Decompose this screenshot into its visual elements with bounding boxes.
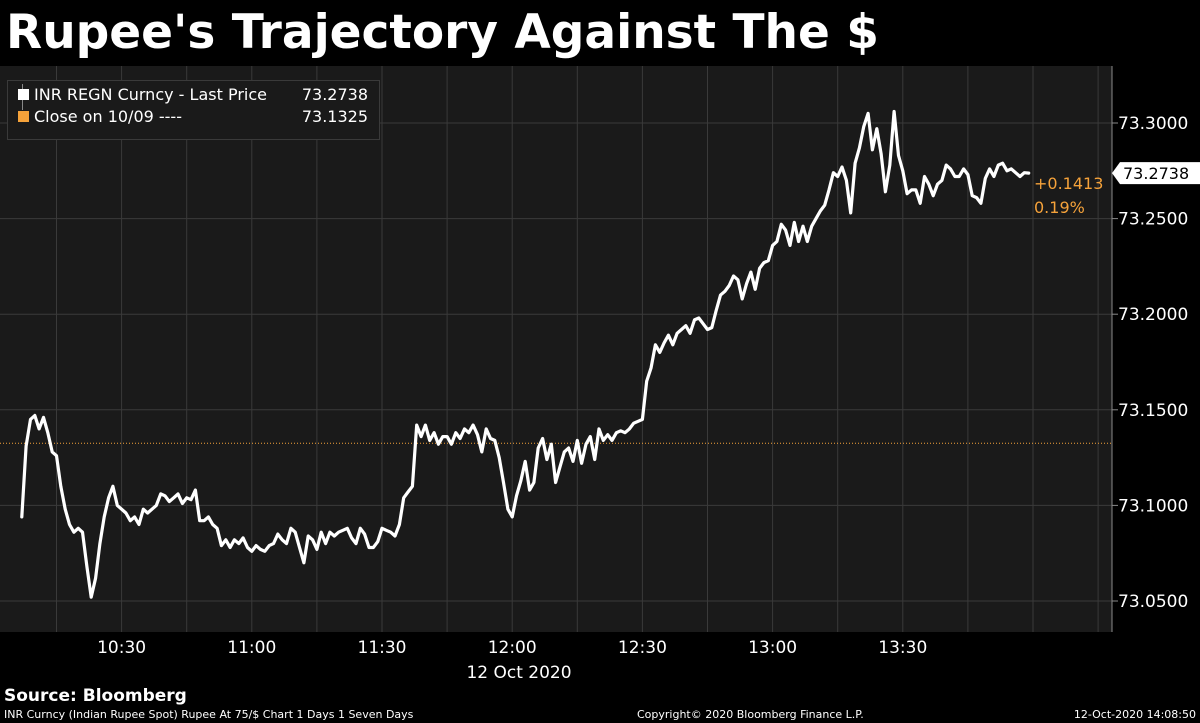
x-axis-ticks: 10:30 11:00 11:30 12:00 12:30 13:00 13:30 (97, 638, 927, 658)
legend-label: INR REGN Curncy - Last Price (34, 85, 267, 104)
legend-stem (22, 100, 23, 110)
legend-swatch-orange (18, 111, 29, 122)
change-label: +0.1413 (1034, 174, 1103, 193)
footer-timestamp: 12-Oct-2020 14:08:50 (1073, 708, 1196, 721)
x-tick-label: 10:30 (97, 638, 146, 658)
last-price-label: 73.2738 (1123, 164, 1189, 183)
chart-title: Rupee's Trajectory Against The $ (6, 5, 879, 60)
series-line-inr (20, 109, 1031, 599)
legend-entry-last-price: INR REGN Curncy - Last Price 73.2738 (16, 84, 372, 106)
legend-value: 73.2738 (301, 85, 368, 104)
legend-value: 73.1325 (301, 107, 368, 126)
source-bar: Source: Bloomberg (0, 685, 1200, 707)
x-tick-label: 13:00 (748, 638, 797, 658)
x-date-label: 12 Oct 2020 (466, 663, 571, 683)
x-tick-label: 11:00 (227, 638, 276, 658)
y-tick-label: 73.3000 (1118, 114, 1188, 134)
y-tick-label: 73.2000 (1118, 305, 1188, 325)
y-tick-label: 73.1000 (1118, 496, 1188, 516)
source-label: Source: Bloomberg (4, 686, 187, 706)
legend-label: Close on 10/09 ---- (34, 107, 182, 126)
y-tick-label: 73.0500 (1118, 592, 1188, 612)
change-pct-label: 0.19% (1034, 198, 1085, 217)
x-tick-label: 13:30 (878, 638, 927, 658)
legend-entry-close: Close on 10/09 ---- 73.1325 (16, 100, 372, 128)
gridlines (0, 66, 1112, 632)
y-tick-label: 73.1500 (1118, 401, 1188, 421)
y-tick-label: 73.2500 (1118, 210, 1188, 230)
footer-bar: INR Curncy (Indian Rupee Spot) Rupee At … (0, 707, 1200, 723)
chart-legend: INR REGN Curncy - Last Price 73.2738 Clo… (7, 80, 380, 140)
footer-description: INR Curncy (Indian Rupee Spot) Rupee At … (4, 708, 414, 721)
legend-stem (22, 84, 23, 92)
x-tick-label: 12:00 (488, 638, 537, 658)
last-price-box (1112, 162, 1200, 185)
x-tick-label: 11:30 (358, 638, 407, 658)
x-tick-label: 12:30 (618, 638, 667, 658)
plot-area (0, 66, 1112, 632)
last-price-marker: 73.2738 (1112, 162, 1200, 185)
y-axis-ticks: 73.3000 73.2500 73.2000 73.1500 73.1000 73.05… (1112, 114, 1188, 612)
legend-swatch-white (18, 89, 29, 100)
footer-copyright: Copyright© 2020 Bloomberg Finance L.P. (637, 708, 864, 721)
